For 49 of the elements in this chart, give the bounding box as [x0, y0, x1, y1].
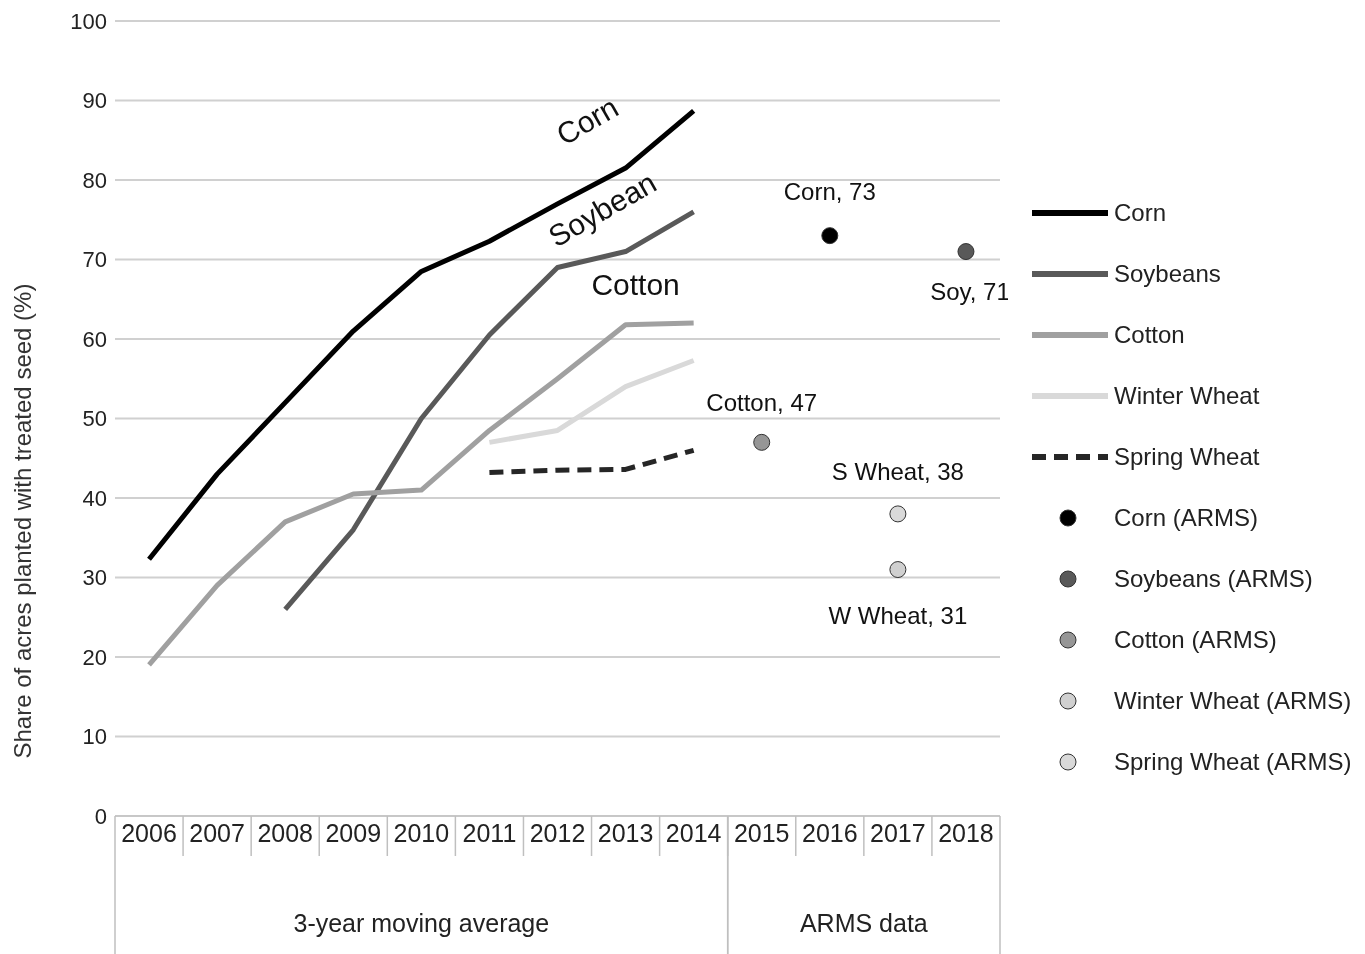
point — [889, 561, 907, 579]
x-tick-label: 2016 — [802, 818, 858, 847]
annotation: S Wheat, 38 — [831, 458, 964, 486]
legend-label: Soybeans (ARMS) — [1114, 564, 1313, 593]
annotation: Corn, 73 — [783, 177, 876, 205]
legend-label: Spring Wheat — [1114, 442, 1260, 471]
text: 3-year moving average — [293, 909, 550, 937]
y-tick-label: 60 — [82, 326, 107, 352]
y-tick-label: 30 — [82, 565, 107, 591]
x-tick-label: 2006 — [121, 818, 177, 847]
y-tick-label: 70 — [82, 247, 107, 273]
x-tick-label: 2015 — [733, 818, 790, 847]
annotation: W Wheat, 31 — [828, 601, 968, 629]
x-tick-label: 2017 — [870, 818, 926, 847]
text: ARMS data — [799, 909, 928, 937]
point — [821, 227, 839, 245]
y-tick-label: 0 — [94, 803, 107, 829]
legend-label: Corn (ARMS) — [1114, 503, 1259, 532]
y-axis-title: Share of acres planted with treated seed (%) — [8, 283, 36, 759]
x-tick-label: 2018 — [938, 818, 994, 847]
legend-label: Winter Wheat — [1114, 381, 1260, 410]
x-tick-label: 2008 — [257, 818, 313, 847]
point — [753, 433, 771, 451]
legend-label: Corn — [1114, 198, 1167, 227]
x-tick-label: 2013 — [597, 818, 654, 847]
legend-label: Cotton — [1114, 320, 1185, 349]
legend-label: Winter Wheat (ARMS) — [1114, 686, 1352, 715]
legend-label: Cotton (ARMS) — [1114, 625, 1277, 654]
point — [957, 243, 975, 261]
annotation: Corn — [550, 90, 624, 152]
y-tick-label: 100 — [70, 8, 107, 34]
x-tick-label: 2009 — [325, 818, 382, 847]
annotation: Cotton — [591, 267, 680, 301]
y-tick-label: 90 — [82, 88, 107, 114]
y-tick-label: 20 — [82, 644, 107, 670]
x-tick-label: 2007 — [189, 818, 245, 847]
x-tick-label: 2010 — [393, 818, 450, 847]
x-tick-label: 2011 — [462, 818, 517, 847]
legend-label: Spring Wheat (ARMS) — [1114, 747, 1352, 776]
x-tick-label: 2012 — [529, 818, 586, 847]
y-tick-label: 50 — [82, 406, 107, 432]
legend-label: Soybeans — [1114, 259, 1221, 288]
x-tick-label: 2014 — [665, 818, 722, 847]
y-tick-label: 10 — [82, 724, 107, 750]
annotation: Cotton, 47 — [706, 388, 818, 416]
annotation: Soy, 71 — [930, 277, 1010, 305]
y-tick-label: 80 — [82, 167, 107, 193]
y-tick-label: 40 — [82, 485, 107, 511]
point — [889, 505, 907, 523]
